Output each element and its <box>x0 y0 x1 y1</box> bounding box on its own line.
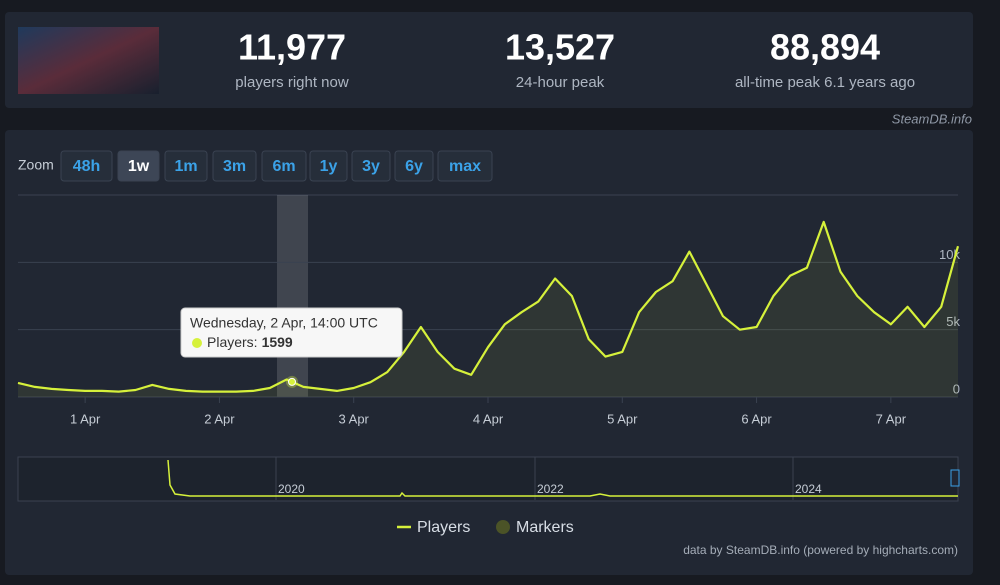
legend-label[interactable]: Markers <box>516 519 574 536</box>
zoom-button[interactable] <box>117 150 160 182</box>
zoom-button[interactable] <box>437 150 493 182</box>
zoom-button-label[interactable]: 6m <box>272 158 295 175</box>
zoom-buttons: 48h 1w 1m 3m 6m 1y 3y 6y max <box>60 150 493 182</box>
stat-value: 88,894 <box>770 27 880 68</box>
zoom-button-label[interactable]: 1m <box>174 158 197 175</box>
x-tick-label: 1 Apr <box>70 411 101 426</box>
credit[interactable]: SteamDB.info <box>892 111 972 126</box>
zoom-button-label[interactable]: 1y <box>320 158 338 175</box>
tooltip-label: Players: <box>207 334 258 350</box>
footer: data by SteamDB.info (powered by highcha… <box>683 543 958 557</box>
x-tick-label: 2 Apr <box>204 411 235 426</box>
zoom-button[interactable] <box>164 150 208 182</box>
zoom-button[interactable] <box>212 150 257 182</box>
legend: Players Markers <box>397 519 574 536</box>
y-tick-label: 5k <box>946 314 960 329</box>
zoom-button[interactable] <box>261 150 307 182</box>
zoom-button-label[interactable]: 6y <box>405 158 423 175</box>
stat-label: all-time peak 6.1 years ago <box>735 74 915 91</box>
tooltip-body: Players: 1599 <box>207 334 293 350</box>
tooltip-dot <box>192 338 202 348</box>
zoom-button-label[interactable]: 1w <box>128 158 150 175</box>
legend-label[interactable]: Players <box>417 519 470 536</box>
tooltip <box>180 307 403 358</box>
stat-label: players right now <box>235 74 349 91</box>
navigator: 2020 2022 2024 <box>17 456 960 502</box>
zoom-button[interactable] <box>394 150 434 182</box>
zoom-label: Zoom <box>18 157 54 173</box>
hover-point <box>288 377 296 386</box>
zoom-button[interactable] <box>309 150 348 182</box>
zoom-button[interactable] <box>60 150 113 182</box>
navigator-label: 2020 <box>278 482 305 496</box>
navigator-handle[interactable] <box>950 469 960 487</box>
stat-value: 13,527 <box>505 27 615 68</box>
hover-band <box>277 195 308 397</box>
navigator-line <box>167 459 958 497</box>
zoom-button-label[interactable]: 3m <box>223 158 246 175</box>
line <box>17 220 960 393</box>
stats-panel <box>5 12 973 108</box>
x-tick-label: 7 Apr <box>876 411 907 426</box>
x-tick-label: 6 Apr <box>741 411 772 426</box>
zoom-button-label[interactable]: 48h <box>73 158 101 175</box>
tooltip-value: 1599 <box>262 334 293 350</box>
stat-value: 11,977 <box>238 27 346 68</box>
x-tick-label: 5 Apr <box>607 411 638 426</box>
navigator-label: 2022 <box>537 482 564 496</box>
legend-swatch <box>496 520 510 534</box>
area <box>18 221 958 397</box>
tooltip-title: Wednesday, 2 Apr, 14:00 UTC <box>190 315 378 331</box>
zoom-button-label[interactable]: 3y <box>362 158 380 175</box>
x-tick-label: 3 Apr <box>339 411 370 426</box>
stat-label: 24-hour peak <box>516 74 605 91</box>
navigator-label: 2024 <box>795 482 822 496</box>
x-tick-label: 4 Apr <box>473 411 504 426</box>
zoom-button[interactable] <box>351 150 391 182</box>
y-tick-label: 0 <box>953 381 960 396</box>
game-art <box>18 27 159 94</box>
zoom-button-label[interactable]: max <box>449 158 481 175</box>
